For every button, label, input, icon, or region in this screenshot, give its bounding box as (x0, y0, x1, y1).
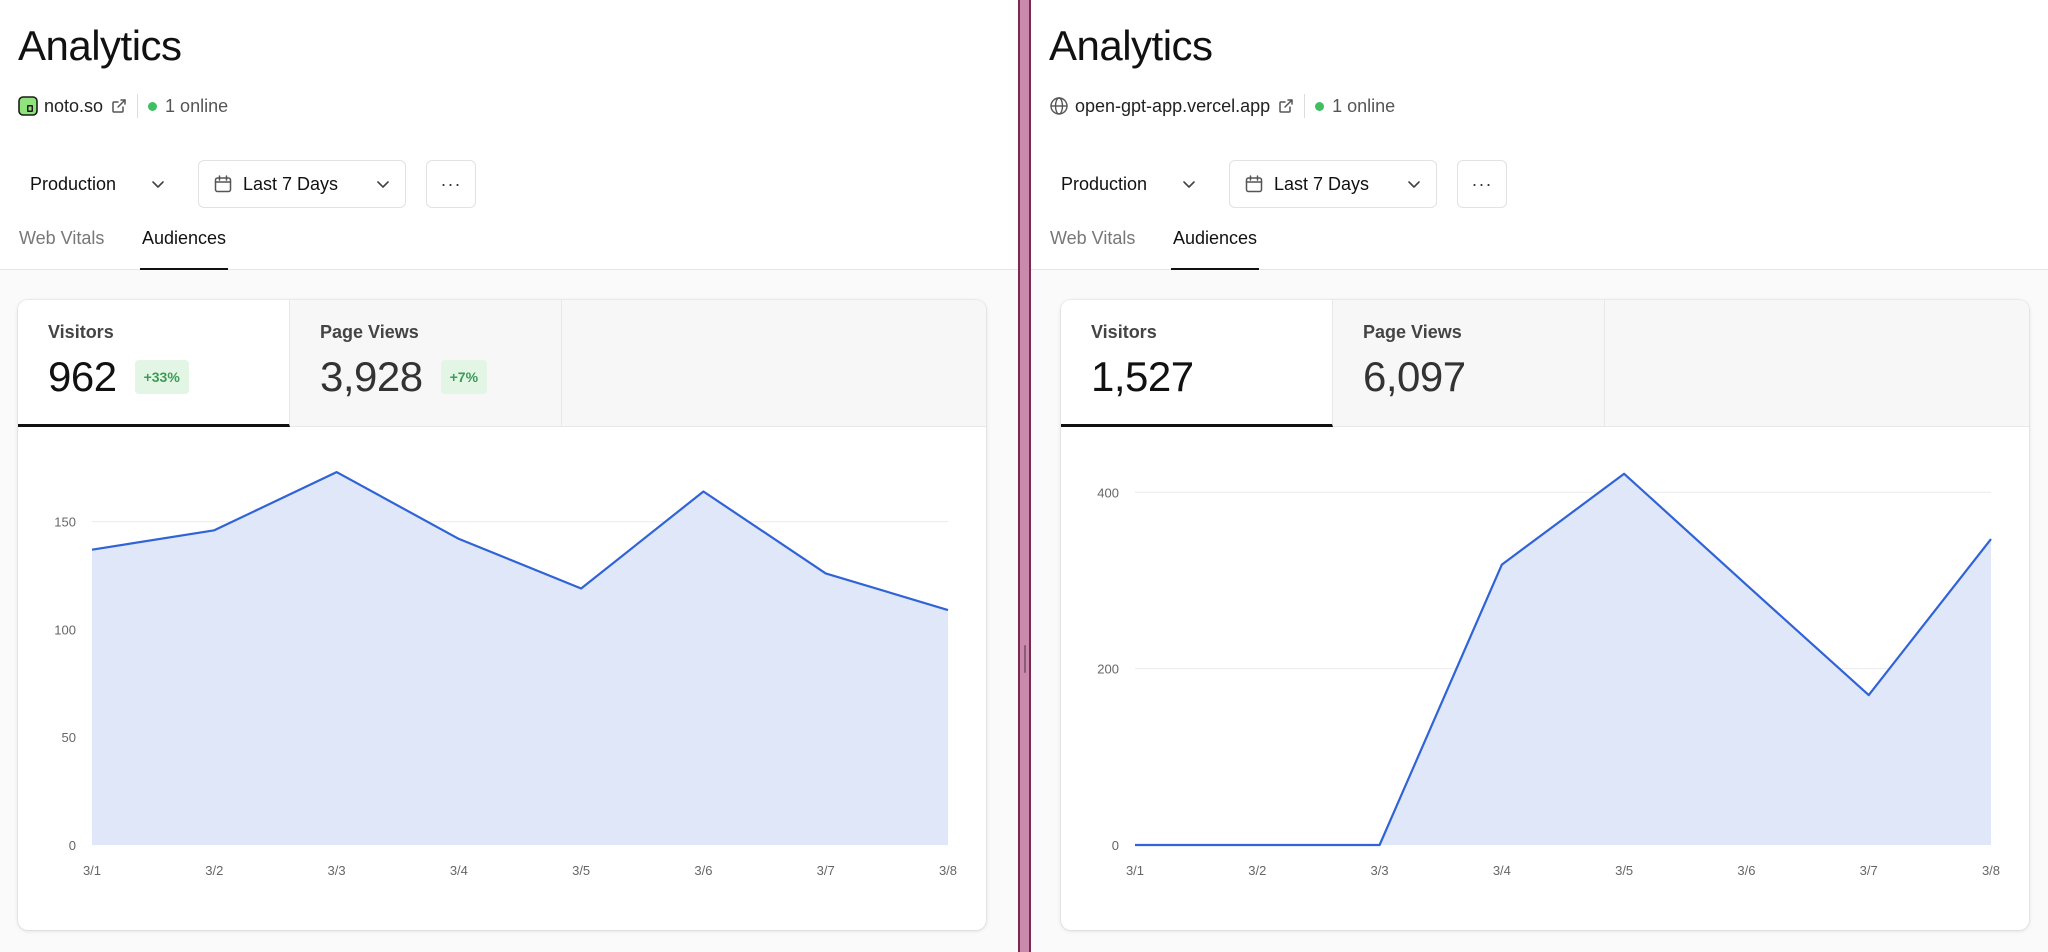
metric-value: 6,097 (1363, 353, 1466, 400)
online-count: 1 online (1332, 95, 1396, 116)
metric-label: Page Views (320, 322, 419, 342)
x-tick-label: 3/3 (328, 863, 346, 878)
metric-visitors[interactable]: Visitors 962 +33% (18, 300, 290, 427)
area-fill (1135, 473, 1991, 845)
metric-visitors[interactable]: Visitors 1,527 (1061, 300, 1333, 427)
y-tick-label: 200 (1097, 662, 1119, 677)
x-tick-label: 3/1 (83, 863, 101, 878)
x-tick-label: 3/3 (1371, 863, 1389, 878)
tab-bar: Web Vitals Audiences (1031, 222, 2048, 270)
metric-value: 1,527 (1091, 353, 1194, 400)
y-tick-label: 50 (62, 730, 76, 745)
x-tick-label: 3/5 (1615, 863, 1633, 878)
calendar-icon (1244, 174, 1264, 194)
x-tick-label: 3/4 (1493, 863, 1511, 878)
environment-label: Production (1061, 173, 1148, 194)
globe-icon (1049, 96, 1069, 116)
online-status-dot (1315, 101, 1325, 111)
x-tick-label: 3/5 (572, 863, 590, 878)
metric-value: 962 (48, 353, 117, 400)
date-range-label: Last 7 Days (1274, 173, 1370, 194)
y-tick-label: 100 (54, 622, 76, 637)
chevron-down-icon (1406, 176, 1422, 192)
split-divider[interactable] (1018, 0, 1031, 952)
online-count: 1 online (165, 95, 229, 116)
site-meta: open-gpt-app.vercel.app 1 online (1049, 92, 1395, 120)
metric-label: Page Views (1363, 322, 1462, 342)
x-tick-label: 3/4 (450, 863, 468, 878)
external-link-icon[interactable] (111, 98, 127, 114)
x-tick-label: 3/2 (1248, 863, 1266, 878)
metrics-row: Visitors 962 +33% Page Views 3,928 +7% (18, 300, 986, 427)
change-badge: +33% (134, 360, 189, 394)
metric-label: Visitors (1091, 322, 1157, 342)
metric-value: 3,928 (320, 353, 423, 400)
analytics-pane-left: Analytics noto.so 1 online Production La… (0, 0, 1018, 952)
tab-web-vitals[interactable]: Web Vitals (19, 228, 105, 248)
x-tick-label: 3/6 (694, 863, 712, 878)
site-link[interactable]: noto.so (44, 95, 104, 116)
tab-audiences[interactable]: Audiences (140, 228, 229, 270)
y-tick-label: 0 (69, 838, 76, 853)
environment-select[interactable]: Production (1049, 160, 1209, 208)
page-title: Analytics (18, 22, 182, 69)
x-tick-label: 3/8 (939, 863, 957, 878)
y-tick-label: 400 (1097, 485, 1119, 500)
visitors-chart: 0 200 400 3/1 3/2 3/3 3/4 3/5 3/6 3/7 3/8 (1097, 472, 2000, 878)
x-tick-label: 3/1 (1126, 863, 1144, 878)
x-tick-label: 3/7 (817, 863, 835, 878)
chevron-down-icon (150, 176, 166, 192)
x-tick-label: 3/8 (1982, 863, 2000, 878)
x-tick-label: 3/2 (205, 863, 223, 878)
page-title: Analytics (1049, 22, 1213, 69)
analytics-card: Visitors 1,527 Page Views 6,097 0 200 400 3… (1061, 300, 2029, 930)
analytics-pane-right: Analytics open-gpt-app.vercel.app 1 onli… (1031, 0, 2048, 952)
metric-label: Visitors (48, 322, 114, 342)
site-link[interactable]: open-gpt-app.vercel.app (1075, 95, 1271, 116)
site-meta: noto.so 1 online (18, 92, 228, 120)
date-range-label: Last 7 Days (243, 173, 339, 194)
environment-select[interactable]: Production (18, 160, 178, 208)
tab-web-vitals[interactable]: Web Vitals (1050, 228, 1136, 248)
chevron-down-icon (1181, 176, 1197, 192)
online-status-dot (148, 101, 158, 111)
toolbar: Production Last 7 Days ··· (18, 160, 476, 208)
analytics-card: Visitors 962 +33% Page Views 3,928 +7% 0… (18, 300, 986, 930)
change-badge: +7% (440, 360, 488, 394)
date-range-select[interactable]: Last 7 Days (1229, 160, 1437, 208)
series-line (1135, 472, 1992, 847)
metrics-row: Visitors 1,527 Page Views 6,097 (1061, 300, 2029, 427)
x-tick-label: 3/7 (1860, 863, 1878, 878)
meta-divider (1304, 94, 1306, 118)
meta-divider (137, 94, 139, 118)
more-options-button[interactable]: ··· (1457, 160, 1507, 208)
metric-page-views[interactable]: Page Views 6,097 (1333, 300, 1605, 427)
x-tick-label: 3/6 (1737, 863, 1755, 878)
visitors-chart: 0 50 100 150 3/1 3/2 3/3 3/4 3/5 3/6 3/7 3/8 (54, 470, 957, 878)
more-options-button[interactable]: ··· (426, 160, 476, 208)
y-tick-label: 0 (1112, 838, 1119, 853)
external-link-icon[interactable] (1278, 98, 1294, 114)
series-line (91, 470, 949, 612)
chevron-down-icon (375, 176, 391, 192)
tab-audiences[interactable]: Audiences (1171, 228, 1260, 270)
calendar-icon (213, 174, 233, 194)
toolbar: Production Last 7 Days ··· (1049, 160, 1507, 208)
divider-grip-handle[interactable] (1024, 645, 1026, 673)
metric-page-views[interactable]: Page Views 3,928 +7% (290, 300, 562, 427)
environment-label: Production (30, 173, 117, 194)
tab-bar: Web Vitals Audiences (0, 222, 1018, 270)
noto-logo-icon (18, 96, 38, 116)
date-range-select[interactable]: Last 7 Days (198, 160, 406, 208)
y-tick-label: 150 (54, 515, 76, 530)
area-fill (92, 472, 948, 845)
